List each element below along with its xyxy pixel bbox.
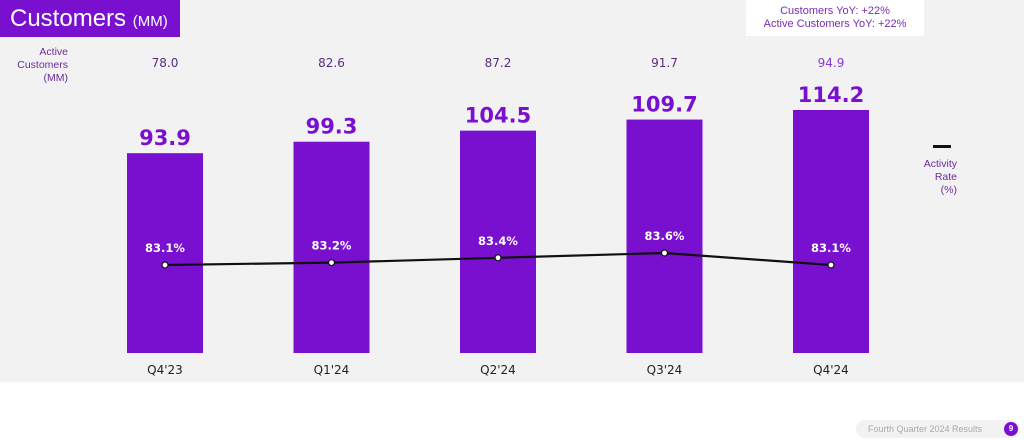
label-line: Customers: [17, 59, 68, 71]
bar: [293, 141, 370, 353]
x-tick-label: Q4'24: [813, 363, 849, 377]
active-customers-value: 91.7: [651, 56, 678, 70]
title-unit: (MM): [132, 13, 168, 30]
activity-rate-point: [494, 254, 502, 262]
legend-label: Activity: [923, 158, 957, 170]
legend-line-swatch: [933, 145, 951, 148]
active-customers-row-label: Active Customers (MM): [10, 46, 68, 85]
active-customers-value: 94.9: [818, 56, 845, 70]
page-number: 9: [1004, 422, 1018, 436]
active-customers-yoy: Active Customers YoY: +22%: [763, 18, 907, 30]
activity-rate-label: 83.2%: [312, 239, 352, 253]
footer-text: Fourth Quarter 2024 Results: [868, 424, 983, 434]
label-line: (MM): [43, 72, 69, 84]
bar: [460, 130, 536, 353]
label-line: Active: [39, 46, 68, 58]
activity-rate-point: [660, 249, 669, 257]
bar-value-label: 93.9: [139, 126, 191, 150]
bar: [626, 119, 703, 353]
bar-value-label: 99.3: [306, 115, 358, 139]
active-customers-value: 87.2: [485, 56, 512, 70]
footer: Fourth Quarter 2024 Results 9: [856, 420, 1020, 438]
activity-rate-point: [161, 261, 169, 269]
activity-rate-label: 83.6%: [645, 229, 685, 243]
bar-value-label: 104.5: [465, 104, 531, 128]
active-customers-value: 78.0: [152, 56, 179, 70]
title-text: Customers: [10, 5, 127, 32]
x-tick-label: Q3'24: [647, 363, 683, 377]
bar: [793, 110, 869, 353]
activity-rate-point: [327, 259, 336, 267]
activity-rate-point: [827, 261, 835, 269]
x-tick-label: Q4'23: [147, 363, 183, 377]
yoy-callout: Customers YoY: +22% Active Customers YoY:…: [746, 0, 924, 36]
bar: [127, 153, 203, 353]
bar-value-label: 109.7: [631, 93, 697, 117]
legend-label: Rate: [934, 171, 957, 183]
x-tick-label: Q1'24: [314, 363, 350, 377]
bar-value-label: 114.2: [798, 83, 864, 107]
page-title: Customers (MM): [0, 0, 180, 37]
legend-label: (%): [940, 184, 957, 196]
active-customers-value: 82.6: [318, 56, 345, 70]
customers-yoy: Customers YoY: +22%: [780, 5, 890, 17]
activity-rate-label: 83.1%: [145, 241, 185, 255]
activity-rate-label: 83.1%: [811, 241, 851, 255]
activity-rate-label: 83.4%: [478, 234, 518, 248]
legend: Activity Rate (%): [900, 145, 957, 197]
x-tick-label: Q2'24: [480, 363, 516, 377]
